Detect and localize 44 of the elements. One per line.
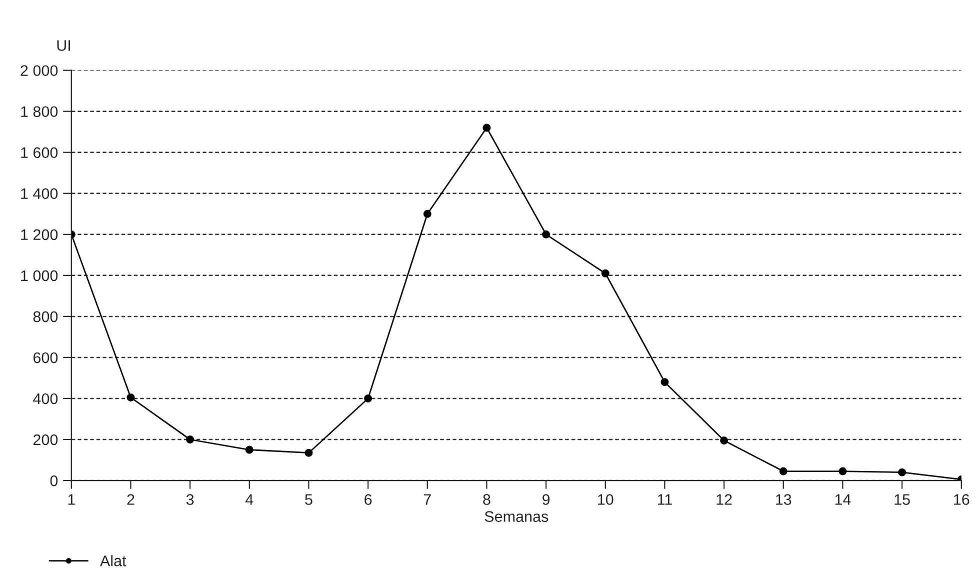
x-tick-label: 5 — [305, 494, 312, 505]
x-tick-label: 14 — [835, 494, 851, 505]
y-tick-label: 1 600 — [21, 147, 58, 158]
x-tick-label: 10 — [598, 494, 614, 505]
point — [838, 467, 847, 476]
x-tick-label: 6 — [364, 494, 372, 505]
x-tick-label: 16 — [954, 494, 970, 505]
y-tick-label: 0 — [50, 475, 58, 486]
point — [364, 394, 372, 402]
y-axis-title: UI — [57, 40, 70, 51]
point — [245, 446, 254, 454]
y-tick-label: 600 — [33, 352, 58, 364]
point — [423, 210, 432, 218]
y-tick-label: 1 000 — [21, 270, 58, 282]
y-tick-label: 1 400 — [21, 188, 58, 200]
point — [779, 467, 788, 476]
y-tick-label: 2 000 — [20, 65, 58, 76]
y-tick-label: 200 — [33, 434, 58, 446]
point — [601, 269, 610, 278]
x-tick-label: 12 — [716, 494, 732, 505]
x-tick-label: 13 — [776, 494, 792, 505]
point — [126, 393, 135, 402]
x-tick-label: 8 — [483, 494, 490, 505]
x-tick-label: 11 — [658, 494, 672, 505]
point — [482, 124, 491, 132]
x-tick-label: 1 — [68, 494, 75, 505]
x-tick-label: 15 — [894, 494, 910, 505]
point — [186, 436, 194, 444]
point — [720, 436, 728, 445]
x-tick-label: 2 — [127, 494, 134, 505]
x-tick-label: 7 — [424, 494, 431, 505]
y-tick-label: 1 200 — [21, 229, 58, 240]
x-tick-label: 3 — [186, 494, 194, 505]
y-tick-label: 1 800 — [21, 106, 58, 118]
x-tick-label: 4 — [245, 494, 254, 505]
x-tick-label: 9 — [542, 494, 550, 505]
x-axis-title: Semanas — [484, 511, 548, 522]
y-tick-label: 800 — [33, 311, 58, 322]
point — [542, 230, 550, 238]
y-tick-label: 400 — [33, 393, 58, 404]
point — [304, 448, 313, 457]
point — [660, 378, 669, 386]
point — [898, 468, 906, 476]
legend-label: Alat — [100, 555, 126, 566]
